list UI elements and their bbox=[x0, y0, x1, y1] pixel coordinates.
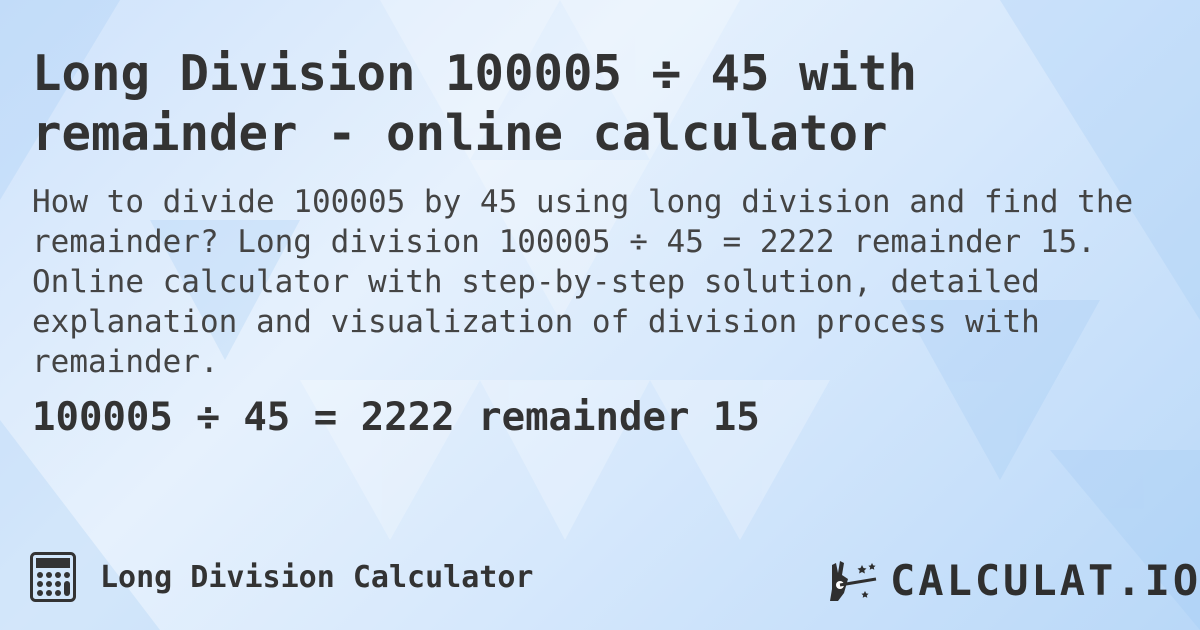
logo-text: CALCULAT.IO bbox=[890, 556, 1200, 605]
page-title: Long Division 100005 ÷ 45 with remainder… bbox=[32, 45, 918, 162]
result-equation: 100005 ÷ 45 = 2222 remainder 15 bbox=[32, 395, 760, 440]
description: How to divide 100005 by 45 using long di… bbox=[32, 184, 1134, 380]
footer-label: Long Division Calculator bbox=[100, 559, 534, 595]
footer-calculator-link: Long Division Calculator bbox=[30, 552, 533, 602]
calculat-io-logo[interactable]: CALCULAT.IO bbox=[828, 556, 1200, 605]
main-content: Long Division 100005 ÷ 45 with remainder… bbox=[32, 44, 1182, 442]
magic-hand-wand-icon bbox=[830, 560, 877, 601]
calculator-icon bbox=[30, 552, 76, 602]
